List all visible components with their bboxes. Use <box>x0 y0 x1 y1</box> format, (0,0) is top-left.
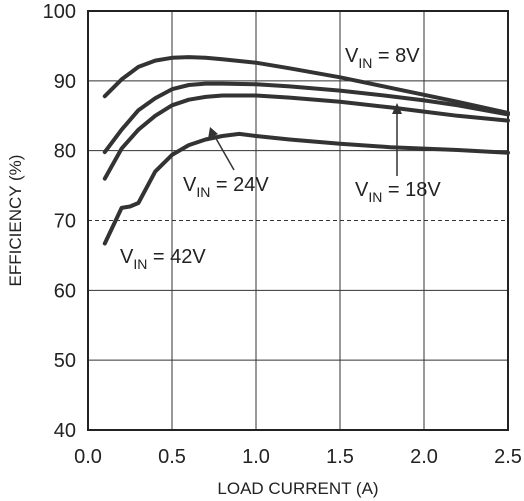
x-tick-label: 2.0 <box>410 446 438 468</box>
series-line-1 <box>102 81 510 155</box>
arrow-24v-head <box>208 127 218 139</box>
y-tick-label: 50 <box>54 350 76 372</box>
tick-labels: 0.0 0.5 1.0 1.5 2.0 2.5 40 50 60 70 80 90 100 <box>43 1 522 468</box>
x-tick-label: 1.5 <box>326 446 354 468</box>
y-tick-label: 70 <box>54 211 76 233</box>
arrow-24v <box>213 134 235 171</box>
y-tick-label: 40 <box>54 420 76 442</box>
y-axis-label: EFFICIENCY (%) <box>6 155 25 287</box>
plot-frame <box>87 10 509 431</box>
annotation-arrows <box>208 103 402 176</box>
x-axis-label: LOAD CURRENT (A) <box>217 479 378 498</box>
series-annotation-3: VIN = 42V <box>120 246 206 272</box>
series-annotation-0: VIN = 8V <box>345 45 420 71</box>
series-line-3 <box>102 131 510 246</box>
annotations: VIN = 8V VIN = 18V VIN = 24V VIN = 42V <box>120 45 441 272</box>
x-tick-label: 2.5 <box>494 446 522 468</box>
series-line-2 <box>102 93 510 181</box>
series-annotation-1: VIN = 18V <box>355 179 441 205</box>
arrow-18v-head <box>392 103 402 114</box>
series-lines <box>102 55 510 246</box>
x-tick-label: 0.0 <box>74 446 102 468</box>
y-tick-label: 90 <box>54 71 76 93</box>
x-tick-label: 1.0 <box>242 446 270 468</box>
series-annotation-2: VIN = 24V <box>183 174 269 200</box>
grid <box>87 10 509 431</box>
y-tick-label: 80 <box>54 141 76 163</box>
series-line-0 <box>102 55 510 115</box>
x-tick-label: 0.5 <box>158 446 186 468</box>
y-tick-label: 100 <box>43 1 76 23</box>
y-tick-label: 60 <box>54 280 76 302</box>
